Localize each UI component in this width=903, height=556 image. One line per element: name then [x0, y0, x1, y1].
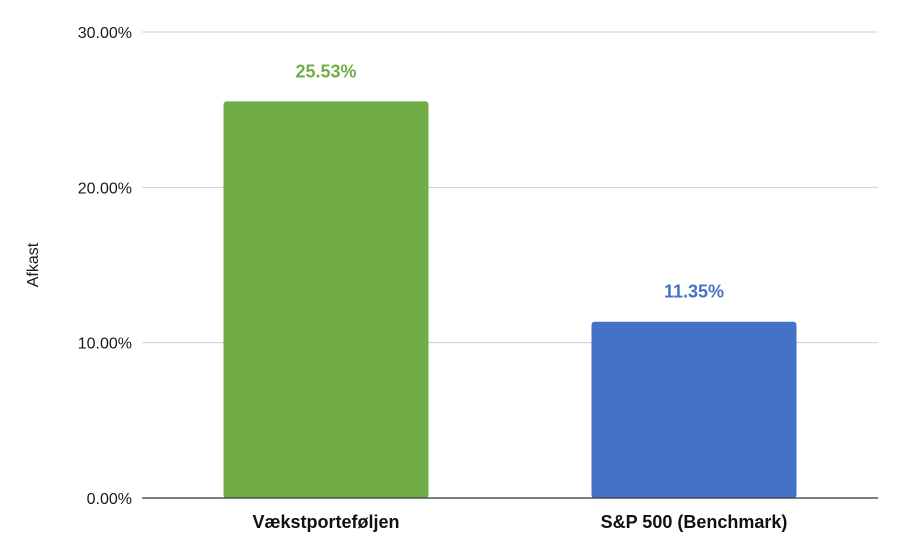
y-tick-label: 10.00% — [78, 336, 132, 353]
x-category-label: Vækstporteføljen — [252, 512, 399, 532]
data-labels: 25.53% 11.35% — [295, 61, 724, 301]
y-axis-title: Afkast — [25, 242, 42, 287]
data-label: 11.35% — [664, 282, 724, 302]
y-axis-ticks: 0.00% 10.00% 20.00% 30.00% — [78, 25, 132, 508]
bars — [223, 101, 797, 499]
x-category-label: S&P 500 (Benchmark) — [601, 512, 788, 532]
bar — [591, 321, 797, 498]
data-label: 25.53% — [295, 61, 356, 81]
bar — [223, 101, 429, 499]
y-tick-label: 0.00% — [87, 491, 132, 508]
category-labels: Vækstporteføljen S&P 500 (Benchmark) — [252, 512, 787, 532]
y-tick-label: 20.00% — [78, 180, 132, 197]
y-tick-label: 30.00% — [78, 25, 132, 42]
